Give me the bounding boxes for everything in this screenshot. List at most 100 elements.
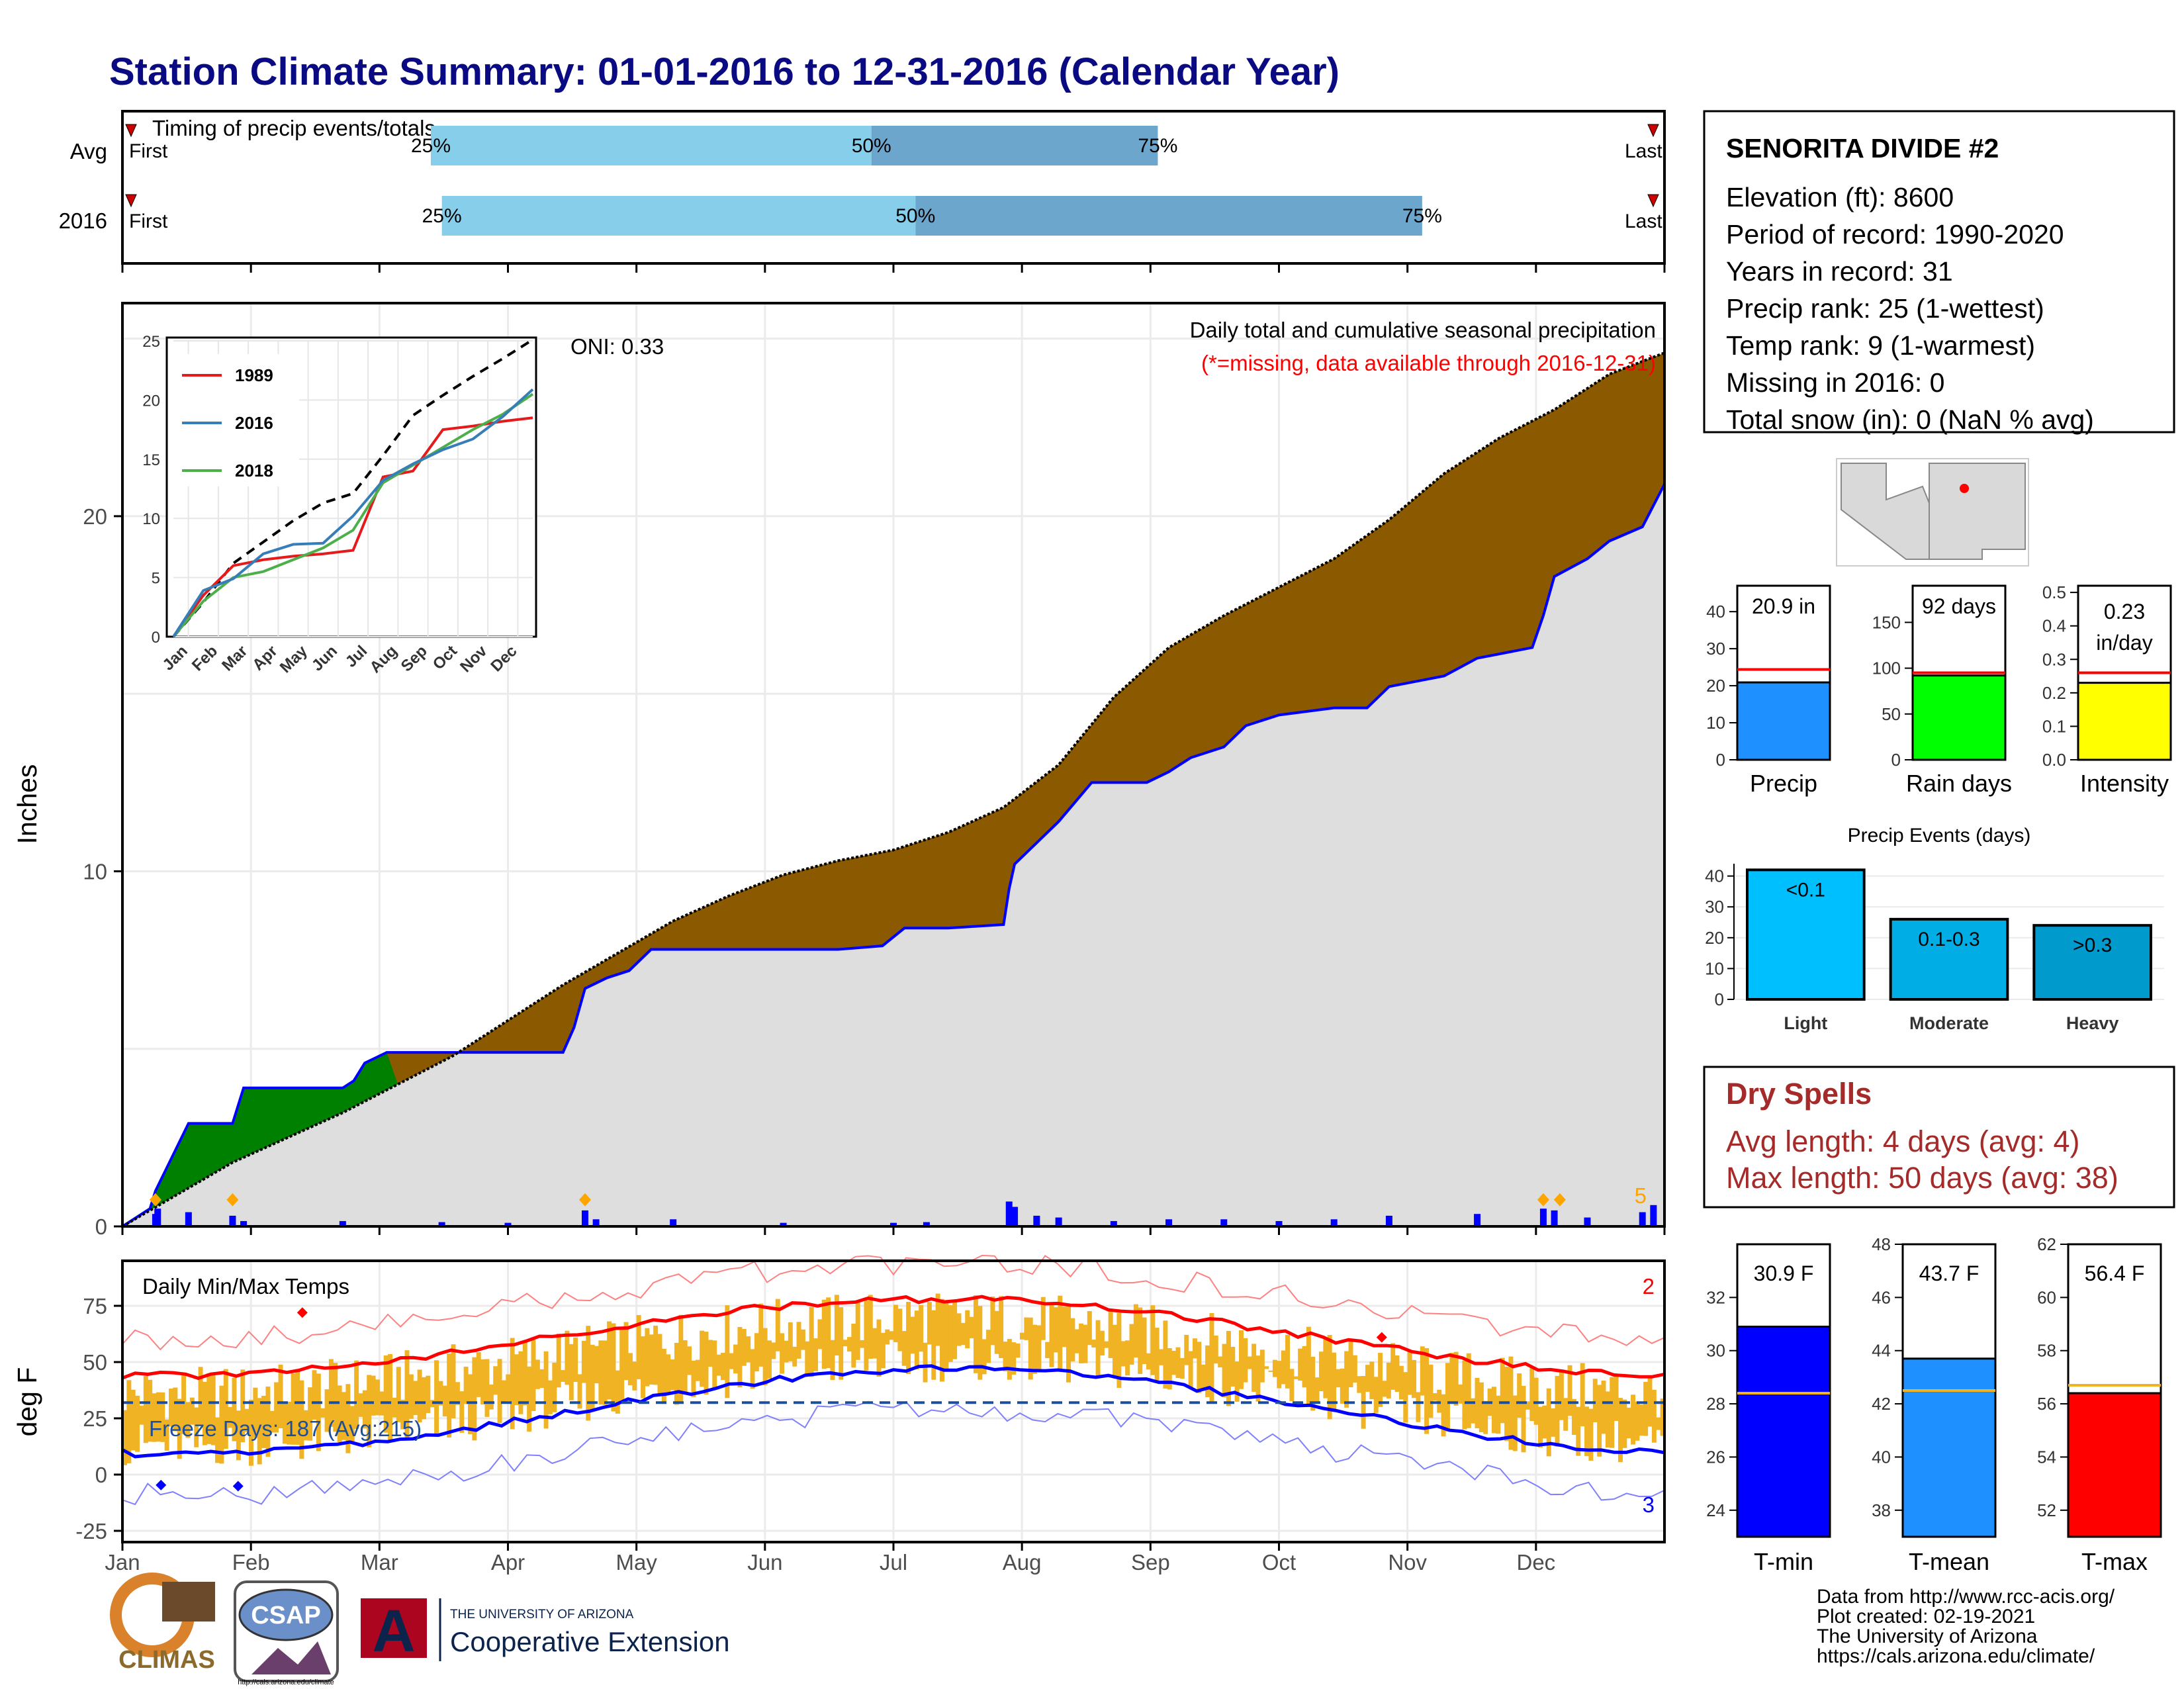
- month-label: Jun: [747, 1550, 782, 1575]
- temp-daily-bar: [1175, 1347, 1181, 1379]
- temp-daily-bar: [1142, 1317, 1147, 1365]
- temp-summary-tick-label: 62: [2037, 1234, 2056, 1254]
- temp-daily-bar: [901, 1331, 907, 1366]
- temp-daily-bar: [1298, 1348, 1303, 1381]
- timing-pct-label: 75%: [1138, 135, 1177, 157]
- temp-daily-bar: [349, 1406, 355, 1441]
- temp-daily-bar: [194, 1407, 199, 1447]
- inset-average-line: [172, 338, 534, 638]
- temp-daily-bar: [152, 1393, 157, 1442]
- temp-daily-bar: [855, 1302, 860, 1360]
- footer-plot-created: Plot created: 02-19-2021: [1817, 1606, 2035, 1627]
- temp-daily-bar: [952, 1301, 958, 1359]
- temp-daily-bar: [248, 1399, 253, 1466]
- temp-daily-bar: [1610, 1377, 1615, 1448]
- temp-daily-bar: [148, 1379, 153, 1442]
- summary-tick-label: 0.3: [2042, 649, 2066, 669]
- precip-event-bar: [1330, 1219, 1338, 1226]
- info-elevation: Elevation (ft): 8600: [1726, 182, 1954, 212]
- temp-daily-bar: [1327, 1335, 1332, 1420]
- events-tick-label: 10: [1705, 958, 1724, 978]
- timing-last-marker: [1647, 194, 1659, 208]
- temp-daily-bar: [1272, 1359, 1277, 1377]
- temp-daily-bar: [1416, 1392, 1421, 1422]
- temp-daily-bar: [1125, 1340, 1130, 1376]
- temp-daily-bar: [1525, 1401, 1530, 1410]
- month-label: Nov: [1388, 1550, 1427, 1575]
- precip-event-bar: [582, 1210, 588, 1226]
- temp-daily-bar: [762, 1328, 768, 1386]
- temp-daily-bar: [1116, 1312, 1122, 1388]
- temp-daily-bar: [1567, 1365, 1572, 1416]
- temp-daily-bar: [1546, 1388, 1551, 1457]
- temp-daily-bar: [1428, 1364, 1433, 1418]
- temp-daily-bar: [1542, 1405, 1547, 1439]
- temp-summary-label: T-max: [2081, 1548, 2148, 1575]
- temp-daily-bar: [1230, 1346, 1236, 1387]
- timing-first-marker: [125, 124, 137, 138]
- temp-daily-bar: [1656, 1417, 1661, 1430]
- temp-daily-bar: [780, 1333, 785, 1374]
- temp-summary-tick-label: 52: [2037, 1500, 2056, 1520]
- temp-daily-bar: [1239, 1330, 1244, 1389]
- temp-daily-bar: [1631, 1394, 1636, 1445]
- summary-tick-label: 0.5: [2042, 582, 2066, 602]
- precip-event-marker: [226, 1193, 239, 1207]
- temp-daily-bar: [872, 1328, 878, 1359]
- temp-record-marker: [1376, 1332, 1387, 1343]
- precip-surplus-area: [122, 1052, 398, 1226]
- ua-logo: A THE UNIVERSITY OF ARIZONA Cooperative …: [361, 1598, 730, 1665]
- temp-daily-bar: [244, 1408, 250, 1432]
- temp-daily-bar: [1087, 1310, 1092, 1346]
- temp-daily-bar: [940, 1299, 944, 1382]
- temp-daily-bar: [880, 1332, 886, 1369]
- temp-daily-bar: [851, 1323, 856, 1368]
- temp-summary-value: 43.7 F: [1919, 1261, 1979, 1285]
- temp-daily-bar: [1234, 1361, 1240, 1402]
- temp-y-tick-label: 0: [95, 1463, 107, 1487]
- dry-spells-avg: Avg length: 4 days (avg: 4): [1726, 1124, 2080, 1158]
- temp-daily-bar: [1588, 1408, 1594, 1461]
- temp-count-top: 2: [1643, 1274, 1655, 1299]
- events-bar-label: Heavy: [2066, 1013, 2119, 1033]
- temp-daily-bar: [189, 1397, 195, 1425]
- temp-daily-bar: [1192, 1338, 1197, 1359]
- temp-daily-bar: [944, 1301, 949, 1371]
- timing-bar-upper-Avg: [871, 126, 1158, 165]
- temp-daily-bar: [455, 1382, 460, 1405]
- timing-title: Timing of precip events/totals: [152, 116, 435, 140]
- temp-daily-bar: [1538, 1406, 1543, 1447]
- temp-daily-bar: [1517, 1373, 1522, 1418]
- temp-daily-bar: [160, 1392, 165, 1442]
- temp-summary-tick-label: 30: [1706, 1341, 1725, 1361]
- temp-daily-bar: [126, 1380, 132, 1463]
- precip-caption-missing: (*=missing, data available through 2016-…: [1201, 351, 1656, 375]
- timing-first-marker: [125, 194, 137, 208]
- temp-daily-bar: [1306, 1326, 1311, 1405]
- temp-daily-bar: [1007, 1338, 1012, 1380]
- temp-daily-bar: [1213, 1335, 1218, 1364]
- temp-daily-bar: [1660, 1398, 1665, 1436]
- temp-daily-bar: [1079, 1323, 1084, 1363]
- temp-daily-bar: [1592, 1379, 1598, 1422]
- temp-daily-bar: [834, 1295, 839, 1356]
- temp-daily-bar: [1091, 1340, 1097, 1348]
- temp-daily-bar: [468, 1374, 473, 1434]
- inset-legend-label: 2018: [235, 461, 273, 480]
- temp-daily-bar: [1508, 1356, 1514, 1450]
- temp-daily-bar: [265, 1387, 271, 1457]
- precip-event-bar: [890, 1222, 897, 1226]
- temp-daily-bar: [1015, 1343, 1021, 1358]
- temp-daily-bar: [919, 1304, 924, 1352]
- temp-summary-tick-label: 26: [1706, 1447, 1725, 1467]
- temp-daily-bar: [1521, 1385, 1526, 1453]
- temp-daily-bar: [1019, 1332, 1024, 1340]
- temp-daily-bar: [177, 1398, 182, 1459]
- summary-tick-label: 40: [1706, 602, 1725, 621]
- precip-event-marker: [1553, 1193, 1566, 1207]
- inset-series-line-1989: [172, 416, 533, 638]
- temp-daily-bar: [1420, 1346, 1425, 1396]
- temp-daily-bar: [1471, 1398, 1476, 1424]
- temp-daily-bar: [960, 1322, 966, 1346]
- temp-daily-bar: [1197, 1342, 1202, 1393]
